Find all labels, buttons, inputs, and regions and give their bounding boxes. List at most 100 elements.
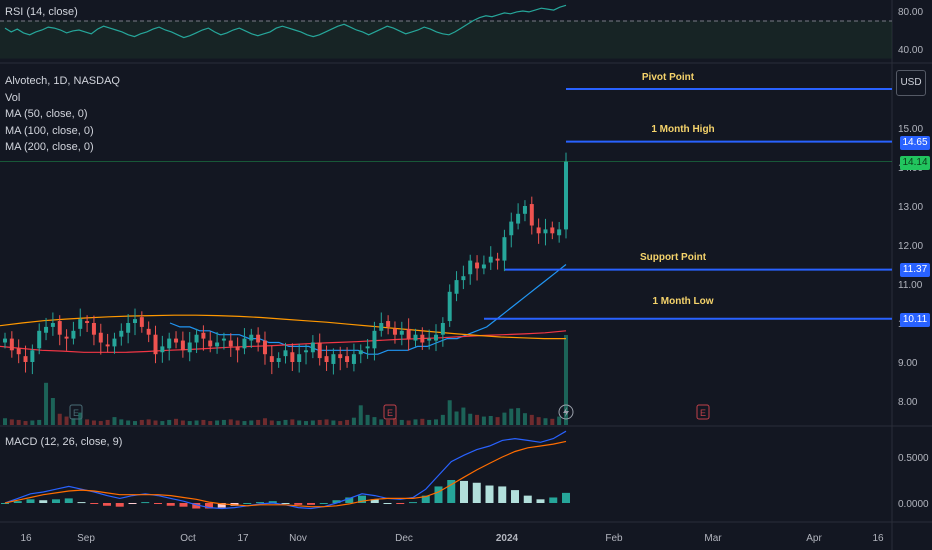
volume-bar (331, 420, 336, 425)
volume-bar (399, 419, 404, 425)
candle-body (167, 338, 172, 349)
macd-histogram-bar (256, 502, 264, 504)
volume-bar (481, 416, 486, 425)
candle-body (3, 338, 7, 343)
price-tick-label: 11.00 (898, 280, 923, 291)
macd-histogram-bar (217, 503, 226, 508)
candle-body (91, 323, 96, 335)
currency-button[interactable]: USD (896, 70, 926, 96)
macd-legend-label: MACD (12, 26, close, 9) (5, 436, 123, 448)
candle-body (44, 326, 49, 333)
volume-bar (262, 418, 267, 425)
symbol-interval: 1D (53, 75, 68, 87)
candle-body (454, 280, 459, 294)
volume-bar (297, 420, 302, 425)
macd-histogram-bar (1, 503, 9, 504)
candle-body (269, 356, 274, 362)
rsi-tick-label: 80.00 (898, 7, 923, 18)
volume-bar (557, 416, 562, 425)
volume-bar (488, 416, 493, 425)
candle-body (358, 350, 363, 355)
x-axis-tick-label: Apr (806, 533, 822, 544)
volume-bar (112, 417, 117, 425)
candle-body (126, 323, 131, 333)
candle-body (392, 328, 397, 335)
candle-body (550, 227, 555, 234)
earnings-icon (383, 404, 397, 420)
symbol-title: Alvotech, 1D, NASDAQ (5, 75, 120, 87)
candle-body (420, 334, 425, 343)
lightning-icon-bolt (563, 407, 569, 417)
signal-line (4, 440, 567, 508)
volume-bar (105, 419, 110, 425)
candle-body (461, 276, 466, 281)
volume-bar (64, 416, 69, 425)
candle-body (262, 340, 267, 355)
volume-bar (146, 419, 151, 425)
macd-histogram-bar (460, 480, 468, 503)
macd-histogram-bar (64, 498, 73, 503)
candle-body (351, 354, 356, 364)
volume-bar (324, 419, 329, 425)
ma200-line (0, 314, 566, 340)
candle-body (37, 330, 42, 349)
volume-bar (290, 419, 295, 425)
candle-body (153, 334, 158, 355)
ma200-legend-label: MA (200, close, 0) (5, 141, 94, 153)
candle-body (331, 354, 336, 364)
volume-bar (249, 420, 254, 425)
volume-bar (495, 417, 500, 425)
candle-body (338, 354, 343, 359)
volume-bar (516, 408, 521, 425)
candle-body (399, 330, 404, 335)
volume-bar (283, 419, 288, 425)
candle-body (201, 332, 206, 339)
candle-body (413, 334, 418, 341)
volume-bar (221, 419, 226, 425)
candle-body (290, 352, 295, 362)
macd-histogram-bar (332, 500, 341, 503)
x-axis-tick-label: Feb (605, 533, 623, 544)
volume-bar (345, 419, 350, 425)
macd-histogram-bar (498, 486, 507, 503)
candle-body (529, 204, 534, 226)
vol-legend-label: Vol (5, 91, 21, 104)
x-axis-tick-label: Dec (395, 533, 413, 544)
macd-histogram-bar (268, 501, 277, 503)
macd-histogram-bar (128, 503, 137, 504)
candle-body (345, 356, 350, 362)
macd-histogram-bar (358, 495, 366, 503)
candle-body (386, 321, 391, 327)
volume-bar (351, 417, 356, 425)
candle-body (23, 356, 28, 362)
candle-body (235, 346, 240, 351)
macd-histogram-bar (90, 503, 99, 504)
support-point-label: Support Point (639, 252, 707, 263)
candle-body (132, 319, 137, 323)
volume-bar (310, 420, 315, 425)
volume-bar (454, 411, 459, 425)
volume-bar (228, 419, 233, 425)
candle-body (9, 338, 14, 351)
x-axis-tick-label: 17 (237, 533, 249, 544)
candle-body (98, 332, 103, 343)
candle-body (509, 221, 514, 236)
candle-body (557, 229, 562, 236)
macd-tick-label: 0.0000 (898, 499, 929, 510)
price-tick-label: 12.00 (898, 241, 923, 252)
volume-bar (434, 419, 439, 425)
volume-bar (420, 418, 425, 425)
month-low-label: 1 Month Low (652, 296, 714, 307)
candle-body (434, 334, 439, 341)
candle-body (488, 256, 493, 263)
candle-body (543, 229, 548, 234)
volume-bar (187, 421, 192, 425)
macd-histogram-bar (396, 503, 405, 504)
candle-body (105, 344, 110, 347)
candle-body (112, 338, 117, 347)
x-axis-tick-label: Oct (180, 533, 196, 544)
ma100-legend-label: MA (100, close, 0) (5, 124, 94, 137)
volume-bar (194, 420, 199, 425)
volume-bar (358, 405, 363, 425)
